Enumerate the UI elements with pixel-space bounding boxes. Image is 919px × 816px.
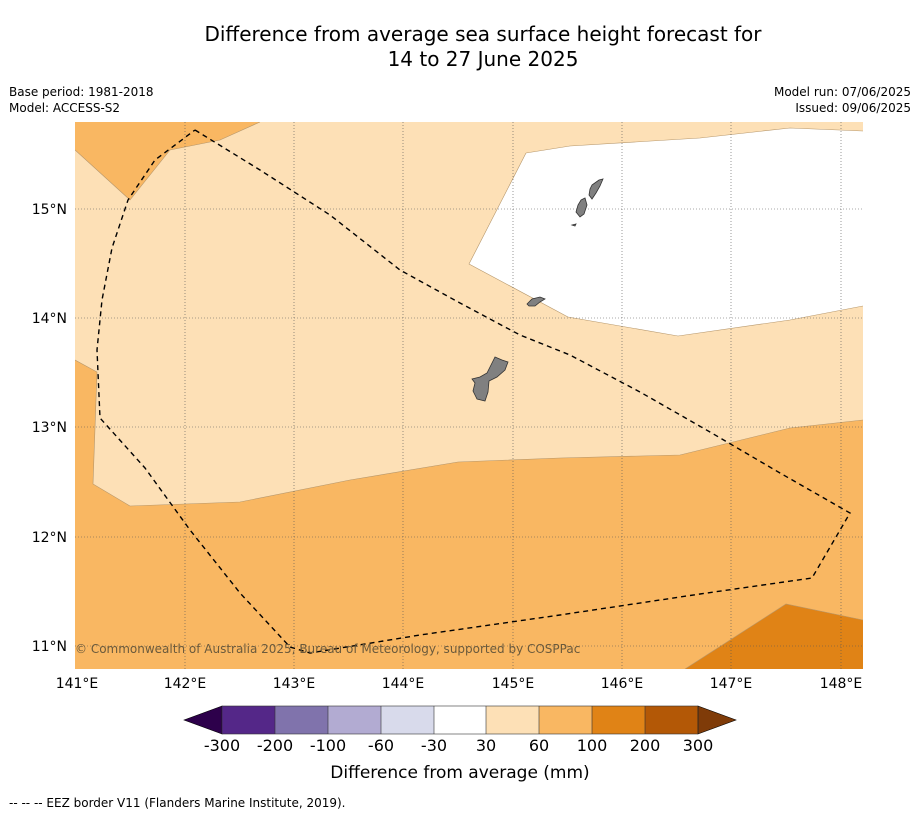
island-rota	[526, 296, 546, 307]
lon-label: 146°E	[601, 676, 644, 692]
model-run: Model run: 07/06/2025	[773, 85, 911, 99]
map-title: Difference from average sea surface heig…	[0, 22, 919, 72]
colorbar-bin	[434, 706, 486, 734]
eez-legend-note: -- -- -- EEZ border V11 (Flanders Marine…	[9, 796, 346, 810]
map-area: © Commonwealth of Australia 2025, Bureau…	[75, 122, 863, 669]
land-islands	[471, 178, 604, 402]
title-line-2: 14 to 27 June 2025	[387, 47, 579, 71]
lon-label: 142°E	[164, 676, 207, 692]
lat-labels: 15°N 14°N 13°N 12°N 11°N	[32, 202, 67, 655]
colorbar-bin	[592, 706, 645, 734]
colorbar-labels: -300 -200 -100 -60 -30 30 60 100 200 300	[204, 736, 713, 755]
colorbar-label: 60	[529, 736, 549, 755]
lon-labels: 141°E 142°E 143°E 144°E 145°E 146°E 147°…	[56, 676, 863, 692]
island-saipan	[588, 178, 604, 200]
lon-label: 145°E	[492, 676, 535, 692]
eez-border	[96, 129, 851, 654]
colorbar-bin	[539, 706, 592, 734]
colorbar-bin	[381, 706, 434, 734]
lon-label: 147°E	[710, 676, 753, 692]
copyright-notice: © Commonwealth of Australia 2025, Bureau…	[75, 642, 580, 656]
lat-label: 11°N	[32, 639, 67, 655]
colorbar-bin	[328, 706, 381, 734]
colorbar-bin	[275, 706, 328, 734]
colorbar-label: 100	[577, 736, 608, 755]
colorbar-under-arrow	[183, 705, 223, 735]
lon-label: 143°E	[273, 676, 316, 692]
colorbar-bin	[486, 706, 539, 734]
colorbar-bin	[222, 706, 275, 734]
colorbar-over-arrow	[697, 705, 737, 735]
lat-label: 15°N	[32, 202, 67, 218]
colorbar-label: -300	[204, 736, 240, 755]
colorbar-bin	[645, 706, 698, 734]
issued-date: Issued: 09/06/2025	[795, 101, 911, 115]
lat-label: 13°N	[32, 420, 67, 436]
island-aguijan	[570, 223, 577, 227]
colorbar: -300 -200 -100 -60 -30 30 60 100 200 300…	[183, 705, 737, 783]
meta-right: Model run: 07/06/2025 Issued: 09/06/2025	[774, 84, 911, 116]
meta-left: Base period: 1981-2018 Model: ACCESS-S2	[9, 84, 154, 116]
lat-label: 12°N	[32, 530, 67, 546]
lon-label: 148°E	[820, 676, 863, 692]
band-100-200	[685, 604, 863, 669]
colorbar-label: -200	[257, 736, 293, 755]
lon-label: 144°E	[382, 676, 425, 692]
lon-label: 141°E	[56, 676, 99, 692]
colorbar-label: 200	[630, 736, 661, 755]
colorbar-label: -60	[368, 736, 394, 755]
model-name: Model: ACCESS-S2	[9, 101, 121, 115]
lat-label: 14°N	[32, 311, 67, 327]
gridlines	[75, 122, 863, 669]
island-guam	[471, 356, 509, 402]
base-period: Base period: 1981-2018	[9, 85, 154, 99]
title-line-1: Difference from average sea surface heig…	[204, 22, 762, 46]
colorbar-label: -100	[310, 736, 346, 755]
band-neutral	[469, 128, 863, 336]
colorbar-title: Difference from average (mm)	[330, 763, 589, 783]
colorbar-label: 30	[476, 736, 496, 755]
contour-lines	[75, 122, 863, 669]
colorbar-label: -30	[421, 736, 447, 755]
island-tinian	[575, 197, 588, 218]
colorbar-dividers	[221, 705, 699, 735]
colorbar-label: 300	[683, 736, 714, 755]
